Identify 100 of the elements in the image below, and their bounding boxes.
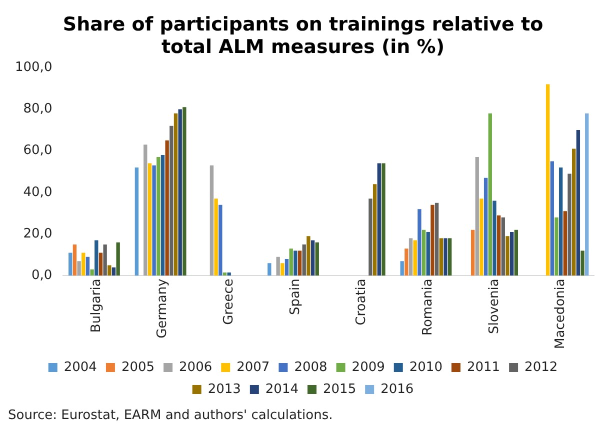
y-tick-label: 40,0	[23, 184, 52, 200]
bar	[98, 252, 103, 276]
legend-label: 2009	[352, 360, 385, 375]
bar	[94, 240, 98, 276]
legend-label: 2016	[380, 382, 414, 397]
bar	[306, 236, 310, 276]
bar	[400, 261, 404, 276]
legend-label: 2013	[208, 382, 241, 397]
bar	[294, 250, 298, 276]
bar	[558, 167, 563, 276]
bar	[448, 238, 452, 276]
legend-label: 2004	[64, 360, 97, 375]
bar	[368, 198, 372, 276]
bar	[439, 238, 443, 276]
bar	[90, 269, 94, 276]
bar	[514, 230, 518, 276]
bar	[546, 84, 550, 276]
x-tick-label: Spain	[288, 278, 303, 315]
bar	[310, 240, 315, 276]
bar	[510, 232, 514, 276]
bar	[572, 148, 576, 276]
y-tick-label: 20,0	[23, 226, 52, 242]
bar	[488, 113, 492, 276]
bar	[506, 236, 510, 276]
bar	[550, 161, 554, 276]
bar	[480, 198, 484, 276]
bar	[585, 113, 589, 276]
bar	[174, 113, 178, 276]
y-tick-label: 0,0	[32, 268, 52, 284]
legend-label: 2006	[179, 360, 212, 375]
bar	[430, 204, 434, 276]
bar	[444, 238, 448, 276]
bar	[422, 230, 426, 276]
bar	[152, 165, 156, 276]
bar	[418, 209, 422, 276]
bar	[214, 198, 218, 276]
bar	[222, 272, 227, 276]
bar	[434, 202, 439, 276]
bar	[108, 265, 112, 276]
bar	[382, 163, 386, 276]
bar	[77, 261, 81, 276]
legend-label: 2005	[121, 360, 155, 375]
legend-label: 2012	[524, 360, 558, 375]
bar	[268, 263, 272, 276]
bar	[315, 242, 319, 276]
x-tick-label: Croatia	[354, 278, 370, 326]
bar	[426, 232, 430, 276]
x-tick-label: Slovenia	[486, 278, 502, 334]
bar	[160, 154, 165, 276]
bar	[377, 163, 381, 276]
bar	[413, 240, 417, 276]
bar	[227, 272, 231, 276]
y-tick-label: 100,0	[15, 60, 52, 75]
bar	[492, 200, 496, 276]
bar	[116, 242, 120, 276]
bar	[182, 107, 186, 276]
bar	[580, 250, 584, 276]
bar	[554, 217, 558, 276]
source-note: Source: Eurostat, EARM and authors' calculations.	[8, 408, 334, 423]
bar	[576, 130, 580, 276]
x-tick-label: Germany	[155, 278, 170, 338]
bar	[170, 126, 174, 276]
chart-title: Share of participants on trainings relative to total ALM measures (in %)	[62, 13, 544, 58]
bar	[302, 244, 306, 276]
bar	[408, 238, 413, 276]
bar	[86, 256, 90, 276]
bar	[475, 157, 479, 276]
bar	[112, 267, 116, 276]
bar	[72, 244, 77, 276]
bar	[289, 248, 293, 276]
bar	[178, 109, 182, 276]
legend-label: 2014	[265, 382, 299, 397]
y-tick-label: 60,0	[23, 143, 52, 158]
bar	[470, 230, 475, 276]
legend-label: 2007	[236, 360, 270, 375]
bar	[484, 178, 488, 276]
bar	[284, 259, 289, 276]
bar	[210, 165, 214, 276]
bar	[134, 167, 139, 276]
legend-label: 2010	[409, 360, 442, 375]
bar	[103, 244, 107, 276]
x-tick-label: Greece	[221, 278, 236, 325]
bar	[496, 215, 501, 276]
bar	[218, 204, 222, 276]
bar	[568, 174, 572, 276]
bar	[144, 144, 148, 276]
x-tick-label: Macedonia	[553, 278, 568, 350]
bar	[276, 256, 280, 276]
x-tick-label: Romania	[420, 278, 436, 336]
bar	[501, 217, 505, 276]
bar	[404, 248, 408, 276]
bar	[563, 211, 568, 276]
bar	[298, 250, 302, 276]
bar	[68, 252, 72, 276]
legend-label: 2011	[466, 360, 500, 375]
bar	[372, 184, 377, 276]
bar	[156, 157, 160, 276]
bar	[280, 263, 284, 276]
bar	[148, 163, 152, 276]
legend-label: 2015	[323, 382, 356, 397]
